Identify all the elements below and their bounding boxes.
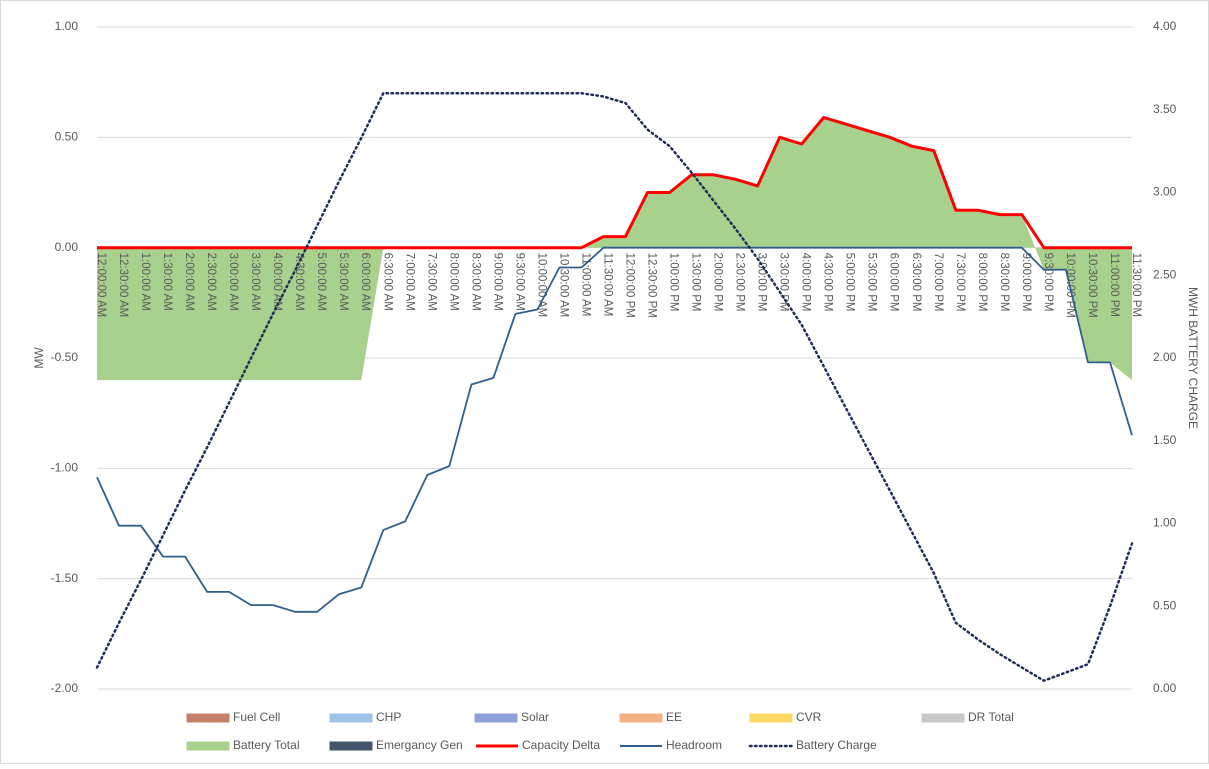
y-tick-label: -1.00 xyxy=(51,461,79,475)
x-tick-label: 8:00:00 AM xyxy=(447,253,459,311)
line xyxy=(97,116,1132,250)
x-tick-label: 2:30:00 AM xyxy=(205,253,217,311)
x-tick-label: 4:00:00 AM xyxy=(271,253,283,311)
x-tick-label: 8:30:00 AM xyxy=(469,253,481,311)
x-tick-label: 1:30:00 AM xyxy=(161,253,173,311)
legend-swatch xyxy=(749,713,793,723)
y-tick-label: 1.00 xyxy=(55,19,79,33)
x-tick-label: 6:30:00 AM xyxy=(381,253,393,311)
legend-label: DR Total xyxy=(968,710,1014,724)
legend-label: Battery Total xyxy=(233,738,299,752)
x-tick-label: 9:00:00 PM xyxy=(1020,253,1032,312)
x-tick-label: 2:00:00 PM xyxy=(712,253,724,312)
x-tick-label: 7:30:00 PM xyxy=(954,253,966,312)
x-tick-label: 4:30:00 PM xyxy=(822,253,834,312)
legend-label: Solar xyxy=(521,710,549,724)
x-tick-label: 3:30:00 PM xyxy=(778,253,790,312)
x-tick-label: 5:00:00 AM xyxy=(315,253,327,311)
legend-swatch xyxy=(619,713,663,723)
x-tick-label: 11:30:00 PM xyxy=(1130,253,1142,317)
x-tick-label: 8:00:00 PM xyxy=(976,253,988,312)
x-tick-label: 5:30:00 PM xyxy=(866,253,878,312)
legend-label: Headroom xyxy=(666,738,722,752)
x-tick-label: 7:00:00 PM xyxy=(932,253,944,312)
x-tick-label: 3:30:00 AM xyxy=(249,253,261,311)
x-tick-label: 10:30:00 AM xyxy=(557,253,569,318)
legend-swatch xyxy=(186,741,230,751)
x-tick-label: 2:30:00 PM xyxy=(734,253,746,312)
legend-label: Capacity Delta xyxy=(522,738,600,752)
x-tick-label: 1:00:00 PM xyxy=(668,253,680,312)
x-tick-label: 11:00:00 PM xyxy=(1108,253,1120,317)
y2-tick-label: 3.00 xyxy=(1153,185,1177,199)
legend-swatch xyxy=(474,713,518,723)
x-tick-label: 12:30:00 PM xyxy=(646,253,658,318)
x-tick-label: 10:30:00 PM xyxy=(1086,253,1098,318)
x-tick-label: 12:00:00 PM xyxy=(623,253,635,318)
x-tick-label: 8:30:00 PM xyxy=(998,253,1010,312)
y2-tick-label: 2.50 xyxy=(1153,267,1177,281)
x-tick-label: 6:00:00 AM xyxy=(359,253,371,311)
x-tick-label: 6:00:00 PM xyxy=(888,253,900,312)
line xyxy=(96,246,1133,613)
x-tick-label: 9:30:00 PM xyxy=(1042,253,1054,312)
y2-axis-title: MWH BATTERY CHARGE xyxy=(1186,287,1200,429)
x-tick-label: 7:00:00 AM xyxy=(403,253,415,311)
x-tick-label: 12:30:00 AM xyxy=(117,253,129,318)
x-tick-label: 11:30:00 AM xyxy=(601,253,613,317)
legend-label: Fuel Cell xyxy=(233,710,280,724)
x-tick-label: 9:00:00 AM xyxy=(491,253,503,311)
line xyxy=(95,91,1134,682)
y2-tick-label: 1.50 xyxy=(1153,433,1177,447)
y2-tick-label: 2.00 xyxy=(1153,350,1177,364)
x-tick-label: 10:00:00 AM xyxy=(535,253,547,318)
y-tick-label: -1.50 xyxy=(51,571,79,585)
x-tick-label: 4:00:00 PM xyxy=(800,253,812,312)
x-tick-label: 3:00:00 PM xyxy=(756,253,768,312)
legend-label: Emergancy Gen xyxy=(376,738,463,752)
x-tick-label: 7:30:00 AM xyxy=(425,253,437,311)
legend-swatch xyxy=(921,713,965,723)
legend-label: CVR xyxy=(796,710,822,724)
x-tick-label: 5:00:00 PM xyxy=(844,253,856,312)
legend-swatch xyxy=(329,713,373,723)
x-tick-label: 5:30:00 AM xyxy=(337,253,349,311)
x-tick-label: 4:30:00 AM xyxy=(293,253,305,311)
y2-tick-label: 0.50 xyxy=(1153,598,1177,612)
x-tick-label: 6:30:00 PM xyxy=(910,253,922,312)
x-tick-label: 1:30:00 PM xyxy=(690,253,702,312)
y-tick-label: -0.50 xyxy=(51,350,79,364)
x-tick-label: 3:00:00 AM xyxy=(227,253,239,311)
y-tick-label: 0.00 xyxy=(55,240,79,254)
legend-label: Battery Charge xyxy=(796,738,877,752)
y-tick-label: 0.50 xyxy=(55,130,79,144)
y2-tick-label: 3.50 xyxy=(1153,102,1177,116)
y-tick-label: -2.00 xyxy=(51,681,79,695)
x-tick-label: 12:00:00 AM xyxy=(95,253,107,318)
y2-tick-label: 4.00 xyxy=(1153,19,1177,33)
legend-label: CHP xyxy=(376,710,401,724)
x-tick-label: 1:00:00 AM xyxy=(139,253,151,311)
area xyxy=(97,117,1132,381)
legend-label: EE xyxy=(666,710,682,724)
y-axis-title: MW xyxy=(32,347,46,369)
y2-tick-label: 0.00 xyxy=(1153,681,1177,695)
legend-swatch xyxy=(186,713,230,723)
x-tick-label: 2:00:00 AM xyxy=(183,253,195,311)
y2-tick-label: 1.00 xyxy=(1153,516,1177,530)
x-tick-label: 11:00:00 AM xyxy=(579,253,591,317)
legend-swatch xyxy=(329,741,373,751)
x-tick-label: 9:30:00 AM xyxy=(513,253,525,311)
